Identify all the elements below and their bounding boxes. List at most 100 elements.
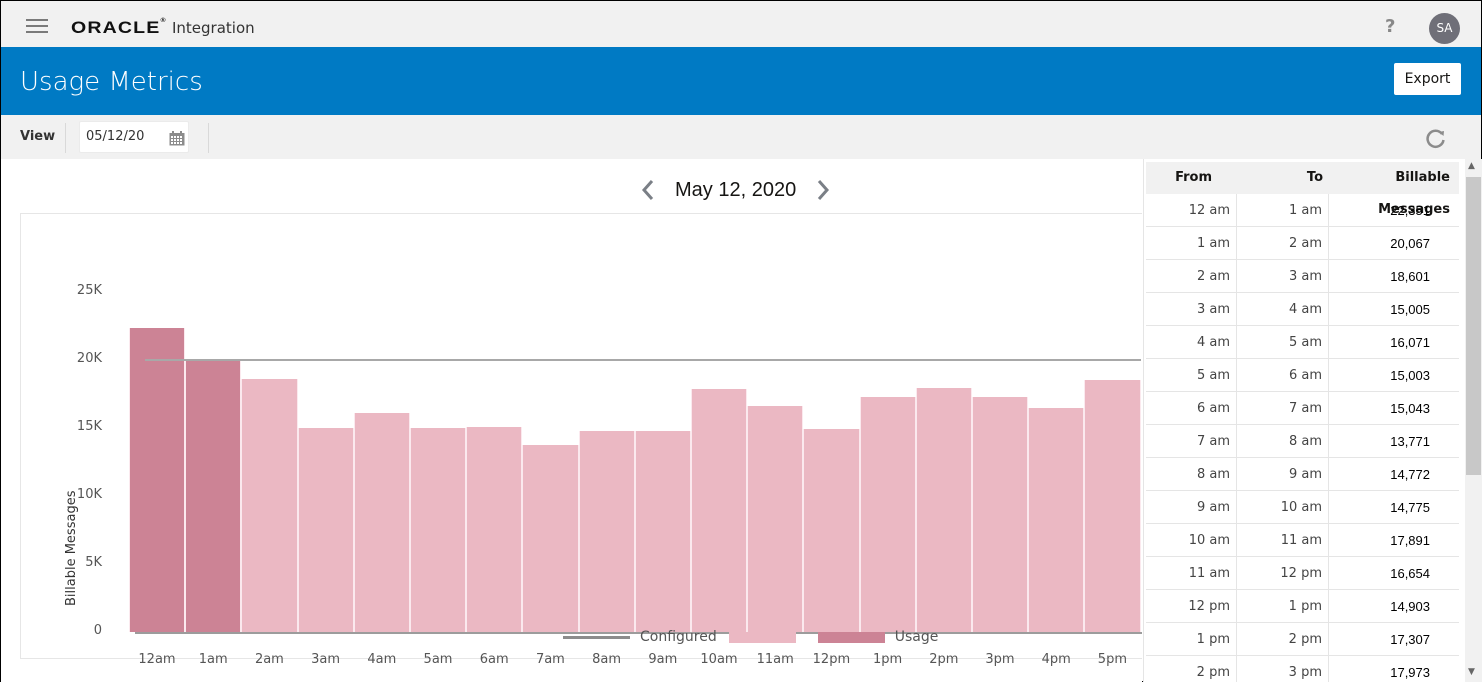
export-button[interactable]: Export xyxy=(1394,63,1461,95)
table-scrollbar[interactable]: ▲ ▼ xyxy=(1465,159,1482,682)
top-bar: ORACLE® Integration ? SA xyxy=(1,1,1481,47)
usage-bar[interactable] xyxy=(634,431,691,632)
table-row[interactable]: 1 am 2 am 20,067 xyxy=(1146,227,1459,260)
table-row[interactable]: 3 am 4 am 15,005 xyxy=(1146,293,1459,326)
x-tick-label: 3am xyxy=(311,652,341,667)
chart-legend: Configured Usage xyxy=(563,629,938,645)
scrollbar-thumb[interactable] xyxy=(1466,177,1481,475)
usage-bar[interactable] xyxy=(859,396,916,632)
table-row[interactable]: 4 am 5 am 16,071 xyxy=(1146,326,1459,359)
cell-to: 1 pm xyxy=(1237,590,1329,622)
usage-bar[interactable] xyxy=(578,431,635,632)
cell-billable-messages: 20,067 xyxy=(1390,236,1430,251)
cell-billable-messages: 15,005 xyxy=(1390,302,1430,317)
usage-bar[interactable] xyxy=(522,444,579,632)
cell-from: 9 am xyxy=(1146,491,1237,523)
cell-to: 6 am xyxy=(1237,359,1329,391)
usage-bar[interactable] xyxy=(410,427,467,632)
cell-to: 3 pm xyxy=(1237,656,1329,682)
chart-date-title: May 12, 2020 xyxy=(675,178,797,201)
table-row[interactable]: 12 pm 1 pm 14,903 xyxy=(1146,590,1459,623)
usage-bar[interactable] xyxy=(803,429,860,632)
legend-usage-swatch xyxy=(817,631,885,643)
x-tick-label: 12pm xyxy=(812,652,851,667)
cell-billable-messages: 16,071 xyxy=(1390,335,1430,350)
usage-bar[interactable] xyxy=(1084,380,1141,632)
y-tick-label: 5K xyxy=(85,555,102,570)
legend-configured-swatch xyxy=(563,635,630,639)
cell-to: 11 am xyxy=(1237,524,1329,556)
y-axis-label: Billable Messages xyxy=(64,490,79,606)
x-tick-label: 1pm xyxy=(873,652,903,667)
view-label: View xyxy=(20,129,56,144)
col-to[interactable]: To xyxy=(1306,170,1323,185)
cell-billable-messages: 17,307 xyxy=(1390,632,1430,647)
col-billable-messages[interactable]: Billable Messages xyxy=(1378,170,1450,217)
usage-bar[interactable] xyxy=(297,427,354,632)
col-from[interactable]: From xyxy=(1175,170,1212,185)
x-tick-label: 4pm xyxy=(1041,652,1071,667)
cell-billable-messages: 17,891 xyxy=(1390,533,1430,548)
cell-from: 10 am xyxy=(1146,524,1237,556)
cell-to: 12 pm xyxy=(1237,557,1329,589)
scroll-down-icon[interactable]: ▼ xyxy=(1468,667,1475,677)
table-row[interactable]: 5 am 6 am 15,003 xyxy=(1146,359,1459,392)
x-tick-label: 5am xyxy=(423,652,453,667)
table-row[interactable]: 1 pm 2 pm 17,307 xyxy=(1146,623,1459,656)
cell-to: 2 am xyxy=(1237,227,1329,259)
date-field[interactable] xyxy=(79,121,189,153)
usage-bar[interactable] xyxy=(691,388,748,632)
usage-bar[interactable] xyxy=(466,427,523,632)
cell-from: 5 am xyxy=(1146,359,1237,391)
x-tick-label: 7am xyxy=(535,652,565,667)
cell-from: 8 am xyxy=(1146,458,1237,490)
x-tick-label: 2pm xyxy=(929,652,959,667)
x-tick-label: 12am xyxy=(138,652,176,667)
usage-bar[interactable] xyxy=(241,379,298,632)
calendar-icon[interactable] xyxy=(169,131,185,146)
usage-bar[interactable] xyxy=(185,359,242,632)
cell-from: 12 pm xyxy=(1146,590,1237,622)
cell-from: 6 am xyxy=(1146,392,1237,424)
usage-bar[interactable] xyxy=(1028,407,1085,632)
toolbar-divider xyxy=(65,123,66,153)
table-row[interactable]: 6 am 7 am 15,043 xyxy=(1146,392,1459,425)
usage-bar[interactable] xyxy=(353,413,410,632)
user-avatar[interactable]: SA xyxy=(1429,13,1460,44)
cell-billable-messages: 14,772 xyxy=(1390,467,1430,482)
table-header: From To Billable Messages xyxy=(1146,162,1459,217)
chevron-right-icon[interactable] xyxy=(814,179,832,201)
table-row[interactable]: 12 am 1 am 22,351 xyxy=(1146,194,1459,227)
date-navigator: May 12, 2020 xyxy=(639,175,832,205)
product-name: Integration xyxy=(172,19,255,37)
refresh-icon[interactable] xyxy=(1425,127,1447,149)
usage-bar[interactable] xyxy=(129,328,186,632)
usage-bar[interactable] xyxy=(747,405,804,632)
x-tick-label: 4am xyxy=(367,652,397,667)
scroll-up-icon[interactable]: ▲ xyxy=(1468,161,1475,171)
y-tick-label: 25K xyxy=(76,283,102,298)
table-row[interactable]: 11 am 12 pm 16,654 xyxy=(1146,557,1459,590)
cell-billable-messages: 18,601 xyxy=(1390,269,1430,284)
table-row[interactable]: 10 am 11 am 17,891 xyxy=(1146,524,1459,557)
cell-from: 2 pm xyxy=(1146,656,1237,682)
page-header: Usage Metrics Export xyxy=(1,47,1481,115)
table-row[interactable]: 2 am 3 am 18,601 xyxy=(1146,260,1459,293)
y-tick-label: 20K xyxy=(76,351,102,366)
usage-bar[interactable] xyxy=(972,396,1029,632)
cell-from: 3 am xyxy=(1146,293,1237,325)
cell-billable-messages: 14,903 xyxy=(1390,599,1430,614)
hamburger-icon[interactable] xyxy=(26,19,48,33)
cell-billable-messages: 15,043 xyxy=(1390,401,1430,416)
cell-billable-messages: 16,654 xyxy=(1390,566,1430,581)
chevron-left-icon[interactable] xyxy=(639,179,657,201)
date-input[interactable] xyxy=(86,129,161,144)
table-row[interactable]: 7 am 8 am 13,771 xyxy=(1146,425,1459,458)
help-icon[interactable]: ? xyxy=(1385,16,1396,37)
cell-billable-messages: 14,775 xyxy=(1390,500,1430,515)
usage-bar[interactable] xyxy=(915,387,972,632)
table-row[interactable]: 8 am 9 am 14,772 xyxy=(1146,458,1459,491)
table-row[interactable]: 2 pm 3 pm 17,973 xyxy=(1146,656,1459,682)
table-row[interactable]: 9 am 10 am 14,775 xyxy=(1146,491,1459,524)
x-tick-label: 1am xyxy=(198,652,228,667)
